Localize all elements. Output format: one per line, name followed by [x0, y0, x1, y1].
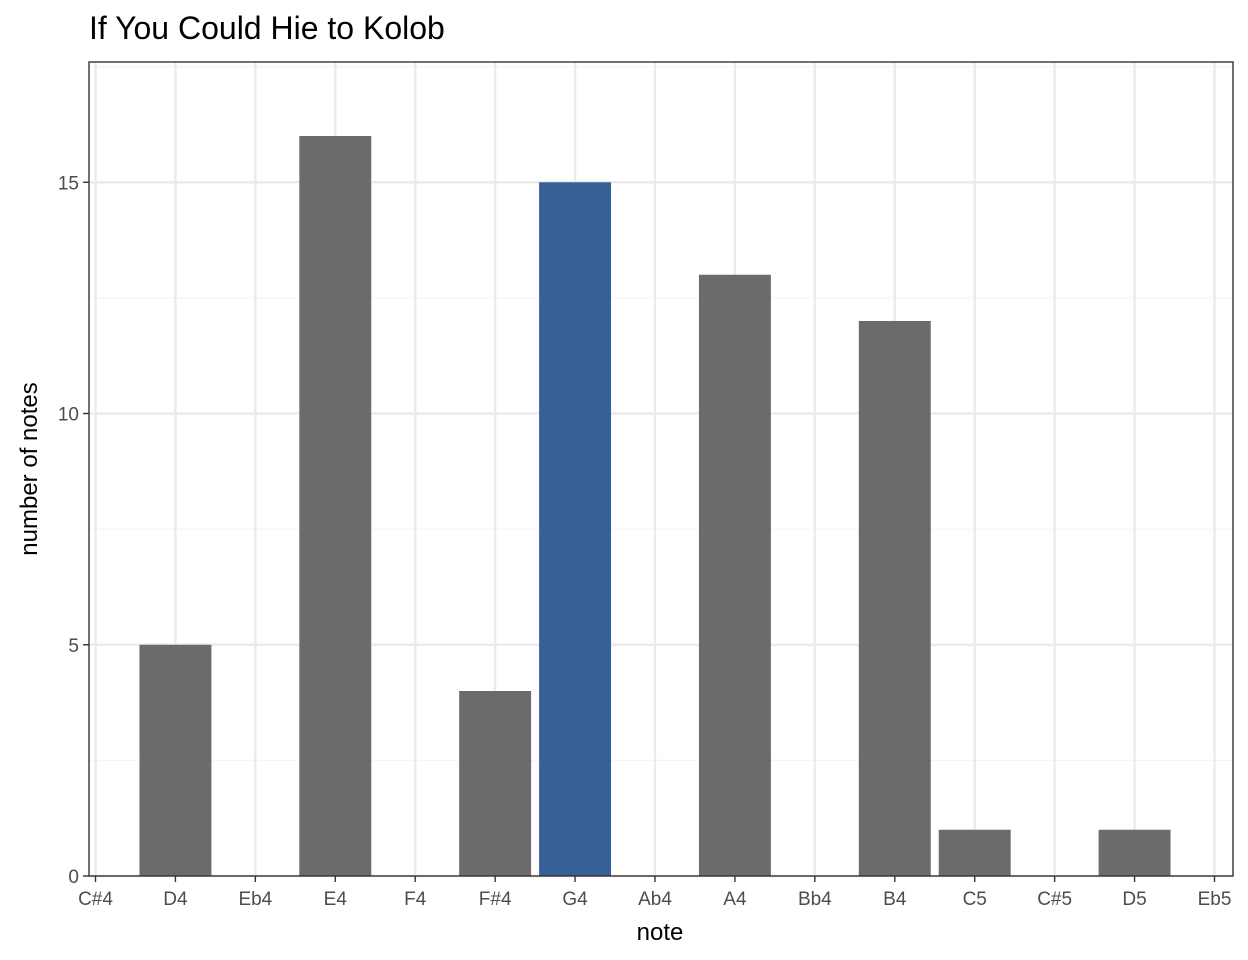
bar-d4 [139, 644, 212, 876]
panel-border [88, 61, 1234, 877]
y-tick-label: 0 [68, 867, 79, 888]
x-tick-label: C#4 [78, 889, 113, 910]
grid-lines [89, 62, 1233, 878]
y-axis: 0 5 10 15 [58, 173, 89, 888]
x-tick-label: D5 [1122, 889, 1146, 910]
x-tick-label: D4 [163, 889, 188, 910]
x-tick-label: Bb4 [798, 889, 832, 910]
chart-title: If You Could Hie to Kolob [89, 10, 445, 46]
x-tick-label: Eb5 [1198, 889, 1232, 910]
y-tick-label: 10 [58, 405, 79, 426]
bar-c5 [938, 829, 1011, 876]
x-tick-label: F4 [404, 889, 427, 910]
x-axis-title: note [637, 919, 684, 946]
bar-fsharp4 [459, 691, 532, 876]
y-axis-title: number of notes [16, 382, 43, 555]
bars [139, 136, 1171, 876]
x-tick-label: C#5 [1037, 889, 1072, 910]
y-tick-label: 5 [68, 636, 79, 657]
x-tick-label: F#4 [479, 889, 512, 910]
x-tick-label: E4 [324, 889, 348, 910]
bar-e4 [299, 136, 372, 876]
x-tick-label: G4 [562, 889, 588, 910]
bar-b4 [858, 321, 931, 876]
x-tick-label: B4 [883, 889, 907, 910]
x-tick-label: Eb4 [238, 889, 272, 910]
y-tick-label: 15 [58, 173, 79, 194]
x-tick-label: C5 [963, 889, 987, 910]
x-tick-label: A4 [723, 889, 747, 910]
bar-g4 [539, 182, 612, 876]
bar-a4 [698, 274, 771, 876]
x-axis: C#4 D4 Eb4 E4 F4 F#4 G4 Ab4 A4 Bb4 B4 C5 C#5 D5 Eb5 [78, 876, 1231, 910]
x-tick-label: Ab4 [638, 889, 672, 910]
bar-d5 [1098, 829, 1171, 876]
